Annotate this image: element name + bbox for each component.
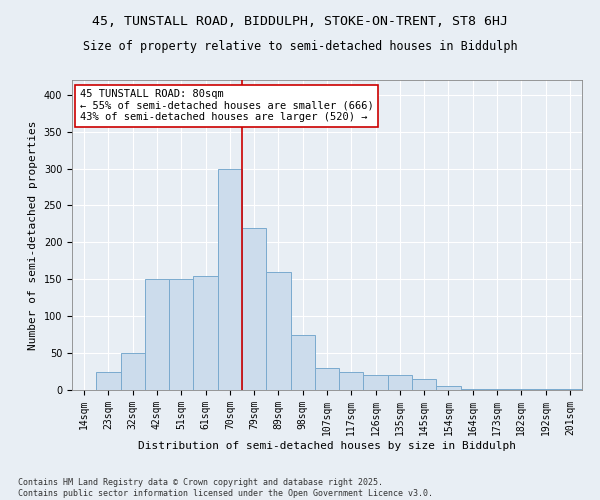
Bar bbox=[169, 280, 193, 390]
Bar bbox=[461, 388, 485, 390]
Bar bbox=[96, 372, 121, 390]
Text: Contains HM Land Registry data © Crown copyright and database right 2025.
Contai: Contains HM Land Registry data © Crown c… bbox=[18, 478, 433, 498]
Text: 45 TUNSTALL ROAD: 80sqm
← 55% of semi-detached houses are smaller (666)
43% of s: 45 TUNSTALL ROAD: 80sqm ← 55% of semi-de… bbox=[80, 90, 373, 122]
X-axis label: Distribution of semi-detached houses by size in Biddulph: Distribution of semi-detached houses by … bbox=[138, 440, 516, 450]
Bar bbox=[388, 375, 412, 390]
Bar bbox=[266, 272, 290, 390]
Text: Size of property relative to semi-detached houses in Biddulph: Size of property relative to semi-detach… bbox=[83, 40, 517, 53]
Bar bbox=[290, 334, 315, 390]
Bar bbox=[436, 386, 461, 390]
Bar bbox=[412, 379, 436, 390]
Bar bbox=[145, 280, 169, 390]
Bar bbox=[121, 353, 145, 390]
Bar bbox=[315, 368, 339, 390]
Bar bbox=[339, 372, 364, 390]
Bar bbox=[364, 375, 388, 390]
Bar bbox=[509, 388, 533, 390]
Bar bbox=[242, 228, 266, 390]
Y-axis label: Number of semi-detached properties: Number of semi-detached properties bbox=[28, 120, 38, 350]
Bar bbox=[485, 388, 509, 390]
Bar bbox=[193, 276, 218, 390]
Bar bbox=[218, 168, 242, 390]
Text: 45, TUNSTALL ROAD, BIDDULPH, STOKE-ON-TRENT, ST8 6HJ: 45, TUNSTALL ROAD, BIDDULPH, STOKE-ON-TR… bbox=[92, 15, 508, 28]
Bar bbox=[558, 388, 582, 390]
